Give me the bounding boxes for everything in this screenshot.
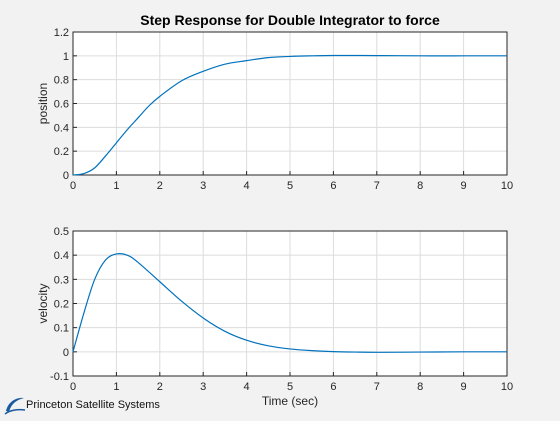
series-line-position bbox=[72, 54, 507, 176]
swoosh-icon bbox=[4, 397, 26, 415]
x-tick-label: 9 bbox=[461, 381, 467, 393]
x-tick-label: 10 bbox=[501, 180, 513, 192]
x-tick-label: 6 bbox=[330, 180, 336, 192]
x-axis-label: Time (sec) bbox=[262, 394, 318, 408]
x-tick-label: 7 bbox=[374, 381, 380, 393]
company-logo: Princeton Satellite Systems bbox=[4, 394, 174, 416]
x-tick-label: 9 bbox=[461, 180, 467, 192]
x-tick-label: 2 bbox=[157, 381, 163, 393]
x-tick-label: 2 bbox=[157, 180, 163, 192]
position-axes: 0 1 2 3 4 5 6 7 8 9 10 0 0.2 0.4 0.6 0.8 1 1.2 Step Respon… bbox=[36, 12, 513, 192]
x-tick-label: 8 bbox=[417, 180, 423, 192]
y-tick-label: 0 bbox=[63, 170, 69, 182]
y-tick-label: 0.2 bbox=[54, 146, 69, 158]
y-axis-label: position bbox=[36, 83, 50, 124]
series-line-velocity bbox=[72, 253, 508, 353]
x-tick-label: 8 bbox=[417, 381, 423, 393]
x-tick-label: 0 bbox=[70, 381, 76, 393]
y-tick-label: 0.1 bbox=[54, 323, 69, 335]
y-tick-label: 0.8 bbox=[54, 75, 69, 87]
y-tick-label: 0.4 bbox=[54, 122, 69, 134]
x-tick-label: 4 bbox=[244, 381, 250, 393]
y-tick-label: -0.1 bbox=[50, 371, 69, 383]
y-tick-label: 0.5 bbox=[54, 226, 69, 238]
x-tick-label: 0 bbox=[70, 180, 76, 192]
y-axis-label: velocity bbox=[36, 283, 50, 323]
x-tick-label: 1 bbox=[113, 381, 119, 393]
x-tick-label: 7 bbox=[374, 180, 380, 192]
x-tick-label: 6 bbox=[330, 381, 336, 393]
x-tick-label: 10 bbox=[501, 381, 513, 393]
y-tick-label: 1 bbox=[63, 51, 69, 63]
x-tick-label: 4 bbox=[244, 180, 250, 192]
x-tick-label: 1 bbox=[113, 180, 119, 192]
y-tick-label: 0 bbox=[63, 347, 69, 359]
y-tick-label: 1.2 bbox=[54, 27, 69, 39]
y-tick-label: 0.6 bbox=[54, 99, 69, 111]
chart-title: Step Response for Double Integrator to f… bbox=[140, 12, 440, 28]
x-tick-label: 5 bbox=[287, 180, 293, 192]
logo-text: Princeton Satellite Systems bbox=[26, 399, 160, 411]
x-tick-label: 3 bbox=[200, 381, 206, 393]
y-tick-label: 0.2 bbox=[54, 299, 69, 311]
y-tick-label: 0.4 bbox=[54, 250, 69, 262]
x-tick-label: 5 bbox=[287, 381, 293, 393]
y-tick-label: 0.3 bbox=[54, 274, 69, 286]
velocity-axes: 0 1 2 3 4 5 6 7 8 9 10-0.100.10.20.30.40.5velocity… bbox=[36, 226, 513, 408]
x-tick-label: 3 bbox=[200, 180, 206, 192]
